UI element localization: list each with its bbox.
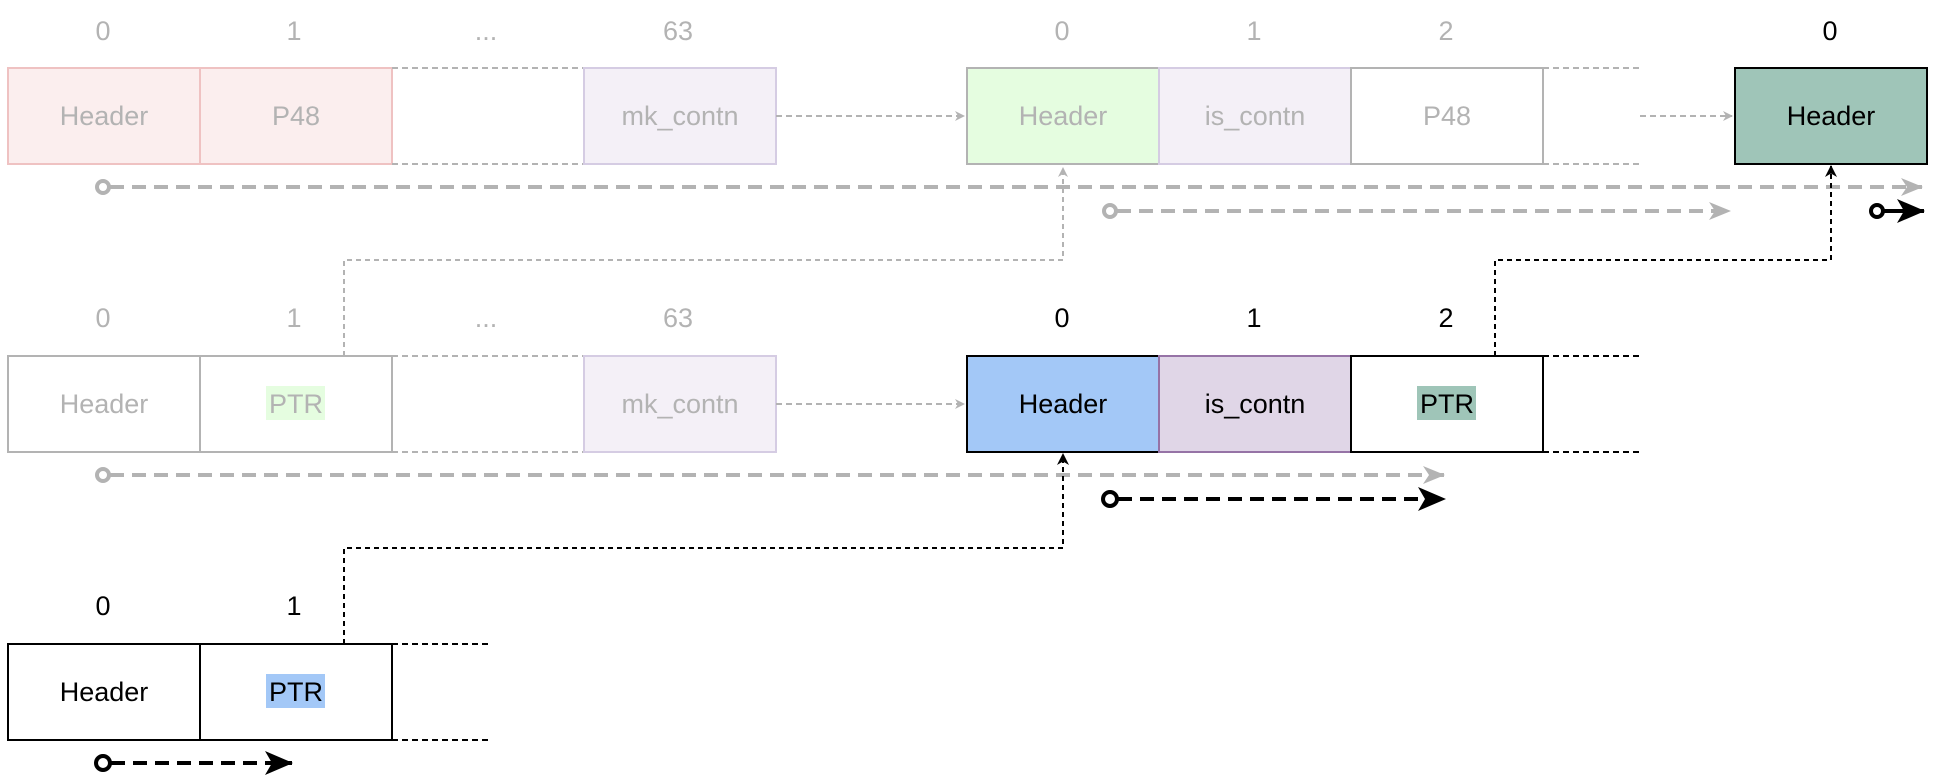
row1-mid-is-contn-label: is_contn [1205,101,1306,131]
row1-mid-index-2: 2 [1438,16,1453,46]
row2-mid-is-contn-label: is_contn [1205,389,1306,419]
row2-left-index-63: 63 [663,303,693,333]
row2-left-ptr-highlight [266,386,325,420]
row3-left-ptr-highlight [266,674,325,708]
row2-left-index-0: 0 [95,303,110,333]
row1-right-cursor [1869,199,1925,223]
row1-mid-cursor [1102,202,1731,220]
row1-mid-index-0: 0 [1054,16,1069,46]
row1-mid-p48-cell [1350,67,1544,165]
row1-mid-array: 0 1 2 Header is_contn P48 [966,16,1640,165]
row2-left-mk-contn-label: mk_contn [621,389,738,419]
row1-left-p48-cell [199,67,393,165]
row3-left-index-1: 1 [286,591,301,621]
row3-left-array: 0 1 Header PTR [7,591,488,741]
row2-ptr-to-row1-header-link [343,167,1068,356]
row3-left-header-cell [7,643,201,741]
row1-mid-header-label: Header [1019,101,1108,131]
row2-left-header-cell [7,355,201,453]
row2-mid-cursor [1101,487,1446,511]
row1-mid-p48-label: P48 [1423,101,1471,131]
row1-left-header-cell [7,67,201,165]
row1-right-index-0: 0 [1822,16,1837,46]
row3-ptr-to-row2-header-link [343,453,1069,644]
row1-right-header-cell [1734,67,1928,165]
row2-left-index-1: 1 [286,303,301,333]
row1-mid-is-contn-cell [1158,67,1352,165]
row3-left-cursor [94,751,293,775]
row3-left-index-0: 0 [95,591,110,621]
row2-mid-ptr-label: PTR [1420,389,1474,419]
row2-left-cursor [95,466,1445,484]
row2-mid-is-contn-cell [1158,355,1352,453]
row1-left-index-63: 63 [663,16,693,46]
row2-left-index-ellipsis: ... [475,303,498,333]
row2-left-header-label: Header [60,389,149,419]
row1-left-cursor [95,178,1923,196]
row2-ptr-to-row1-right-header-link [1494,165,1837,356]
row2-mid-index-1: 1 [1246,303,1261,333]
row2-left-array: 0 1 ... 63 Header PTR mk_contn [7,303,777,453]
row2-mid-ptr-highlight [1417,386,1476,420]
row1-left-index-0: 0 [95,16,110,46]
row1-left-index-1: 1 [286,16,301,46]
row2-mid-header-cell [966,355,1160,453]
row3-left-ptr-label: PTR [269,677,323,707]
row1-right-header-label: Header [1787,101,1876,131]
row2-mid-index-0: 0 [1054,303,1069,333]
row2-mid-header-label: Header [1019,389,1108,419]
row3-left-header-label: Header [60,677,149,707]
row1-left-mk-contn-label: mk_contn [621,101,738,131]
row1-left-header-label: Header [60,101,149,131]
row2-mid-array: 0 1 2 Header is_contn PTR [966,303,1640,453]
row1-left-mk-contn-cell [583,67,777,165]
row1-mid-header-cell [966,67,1160,165]
row2-mid-index-2: 2 [1438,303,1453,333]
row2-left-ptr-label: PTR [269,389,323,419]
row1-right-array: 0 Header [1734,16,1928,165]
row1-mid-index-1: 1 [1246,16,1261,46]
row1-left-p48-label: P48 [272,101,320,131]
row1-left-index-ellipsis: ... [475,16,498,46]
row1-left-array: 0 1 ... 63 Header P48 mk_contn [7,16,777,165]
